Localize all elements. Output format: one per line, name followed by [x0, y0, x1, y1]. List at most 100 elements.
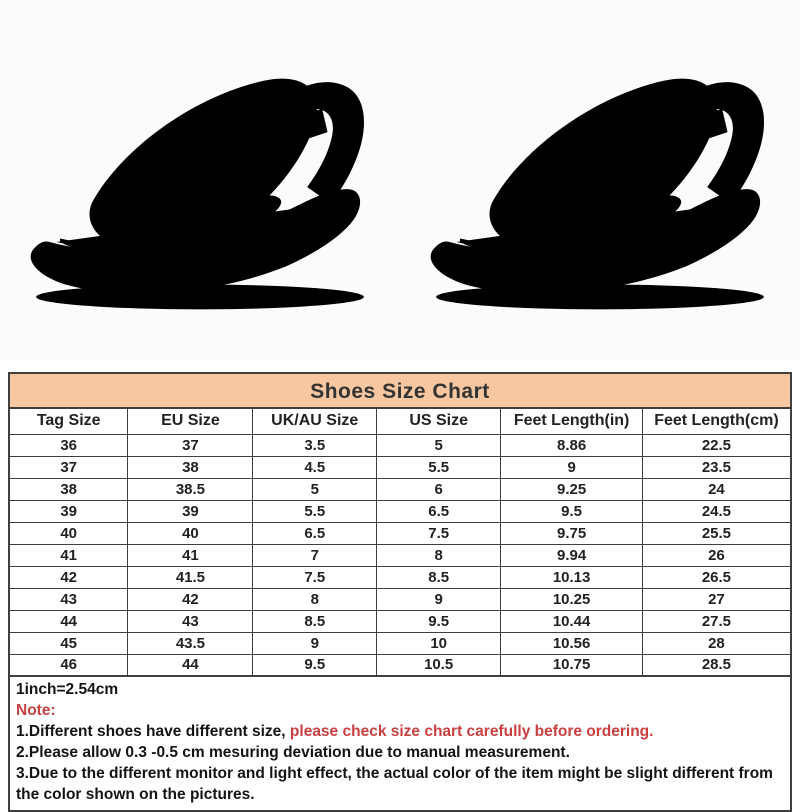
- table-cell: 41: [127, 543, 254, 567]
- table-cell: 40: [127, 521, 254, 545]
- table-cell: 10: [376, 631, 502, 655]
- table-row: 41 41 7 8 9.94 26: [8, 543, 792, 567]
- table-row: 42 41.5 7.5 8.5 10.13 26.5: [8, 565, 792, 589]
- table-cell: 9.94: [500, 543, 643, 567]
- table-cell: 10.5: [376, 653, 502, 677]
- table-cell: 24: [641, 477, 792, 501]
- table-cell: 26: [641, 543, 792, 567]
- table-cell: 41: [8, 543, 129, 567]
- note-2: 2.Please allow 0.3 -0.5 cm mesuring devi…: [16, 744, 570, 761]
- table-cell: 38: [8, 477, 129, 501]
- table-cell: 43.5: [127, 631, 254, 655]
- note-1-red: please check size chart carefully before…: [289, 723, 654, 740]
- table-cell: 5.5: [252, 499, 378, 523]
- table-row: 39 39 5.5 6.5 9.5 24.5: [8, 499, 792, 523]
- table-cell: 3.5: [252, 433, 378, 457]
- table-cell: 42: [8, 565, 129, 589]
- table-cell: 46: [8, 653, 129, 677]
- column-header: UK/AU Size: [252, 407, 378, 435]
- table-cell: 42: [127, 587, 254, 611]
- table-cell: 28: [641, 631, 792, 655]
- brown-sandal-image: [30, 78, 365, 310]
- table-cell: 10.25: [500, 587, 643, 611]
- table-cell: 10.56: [500, 631, 643, 655]
- table-cell: 9.5: [376, 609, 502, 633]
- note-3: 3.Due to the different monitor and light…: [16, 765, 773, 803]
- table-cell: 8.86: [500, 433, 643, 457]
- table-cell: 39: [127, 499, 254, 523]
- table-cell: 24.5: [641, 499, 792, 523]
- column-header: EU Size: [127, 407, 254, 435]
- table-row: 45 43.5 9 10 10.56 28: [8, 631, 792, 655]
- table-cell: 36: [8, 433, 129, 457]
- table-cell: 5.5: [376, 455, 502, 479]
- table-cell: 5: [376, 433, 502, 457]
- product-image-brown: [0, 0, 400, 360]
- size-chart-body: 36 37 3.5 5 8.86 22.5 37 38 4.5 5.5 9 23.5 38 38.5 5 6 9…: [8, 433, 792, 677]
- product-photos: [0, 0, 800, 360]
- table-cell: 8.5: [252, 609, 378, 633]
- table-cell: 43: [127, 609, 254, 633]
- table-cell: 9.5: [500, 499, 643, 523]
- table-cell: 5: [252, 477, 378, 501]
- table-cell: 9: [500, 455, 643, 479]
- table-cell: 6: [376, 477, 502, 501]
- table-cell: 9.25: [500, 477, 643, 501]
- table-cell: 22.5: [641, 433, 792, 457]
- table-cell: 23.5: [641, 455, 792, 479]
- table-cell: 26.5: [641, 565, 792, 589]
- size-chart-title: Shoes Size Chart: [8, 372, 792, 407]
- table-cell: 40: [8, 521, 129, 545]
- notes-section: 1inch=2.54cm Note: 1.Different shoes hav…: [8, 677, 792, 812]
- table-row: 38 38.5 5 6 9.25 24: [8, 477, 792, 501]
- table-cell: 28.5: [641, 653, 792, 677]
- table-cell: 4.5: [252, 455, 378, 479]
- table-cell: 10.75: [500, 653, 643, 677]
- size-chart-section: Shoes Size Chart Tag Size EU Size UK/AU Si…: [8, 372, 792, 812]
- table-cell: 44: [127, 653, 254, 677]
- table-cell: 8: [252, 587, 378, 611]
- note-1: 1.Different shoes have different size, p…: [16, 721, 782, 742]
- table-cell: 39: [8, 499, 129, 523]
- note-1-black: 1.Different shoes have different size,: [16, 723, 290, 740]
- inch-conversion-note: 1inch=2.54cm: [16, 681, 119, 698]
- table-cell: 27: [641, 587, 792, 611]
- table-row: 46 44 9.5 10.5 10.75 28.5: [8, 653, 792, 677]
- table-row: 40 40 6.5 7.5 9.75 25.5: [8, 521, 792, 545]
- column-header: Feet Length(in): [500, 407, 643, 435]
- table-cell: 7.5: [252, 565, 378, 589]
- table-cell: 43: [8, 587, 129, 611]
- table-cell: 44: [8, 609, 129, 633]
- table-cell: 7: [252, 543, 378, 567]
- size-chart-table: Shoes Size Chart Tag Size EU Size UK/AU Si…: [8, 372, 792, 677]
- column-header: US Size: [376, 407, 502, 435]
- table-cell: 10.13: [500, 565, 643, 589]
- column-header: Tag Size: [8, 407, 129, 435]
- table-cell: 9: [376, 587, 502, 611]
- table-cell: 38.5: [127, 477, 254, 501]
- size-chart-header-row: Tag Size EU Size UK/AU Size US Size Feet Len…: [8, 407, 792, 435]
- column-header: Feet Length(cm): [641, 407, 792, 435]
- table-cell: 9.75: [500, 521, 643, 545]
- table-row: 37 38 4.5 5.5 9 23.5: [8, 455, 792, 479]
- table-cell: 8.5: [376, 565, 502, 589]
- table-cell: 37: [127, 433, 254, 457]
- table-cell: 45: [8, 631, 129, 655]
- table-cell: 6.5: [376, 499, 502, 523]
- table-cell: 7.5: [376, 521, 502, 545]
- table-cell: 9.5: [252, 653, 378, 677]
- table-cell: 8: [376, 543, 502, 567]
- table-cell: 6.5: [252, 521, 378, 545]
- table-cell: 10.44: [500, 609, 643, 633]
- product-image-black: [400, 0, 800, 360]
- table-cell: 37: [8, 455, 129, 479]
- table-cell: 41.5: [127, 565, 254, 589]
- black-sandal-image: [430, 78, 765, 310]
- table-row: 44 43 8.5 9.5 10.44 27.5: [8, 609, 792, 633]
- table-row: 36 37 3.5 5 8.86 22.5: [8, 433, 792, 457]
- table-cell: 9: [252, 631, 378, 655]
- table-cell: 38: [127, 455, 254, 479]
- table-cell: 27.5: [641, 609, 792, 633]
- note-label: Note:: [16, 702, 56, 719]
